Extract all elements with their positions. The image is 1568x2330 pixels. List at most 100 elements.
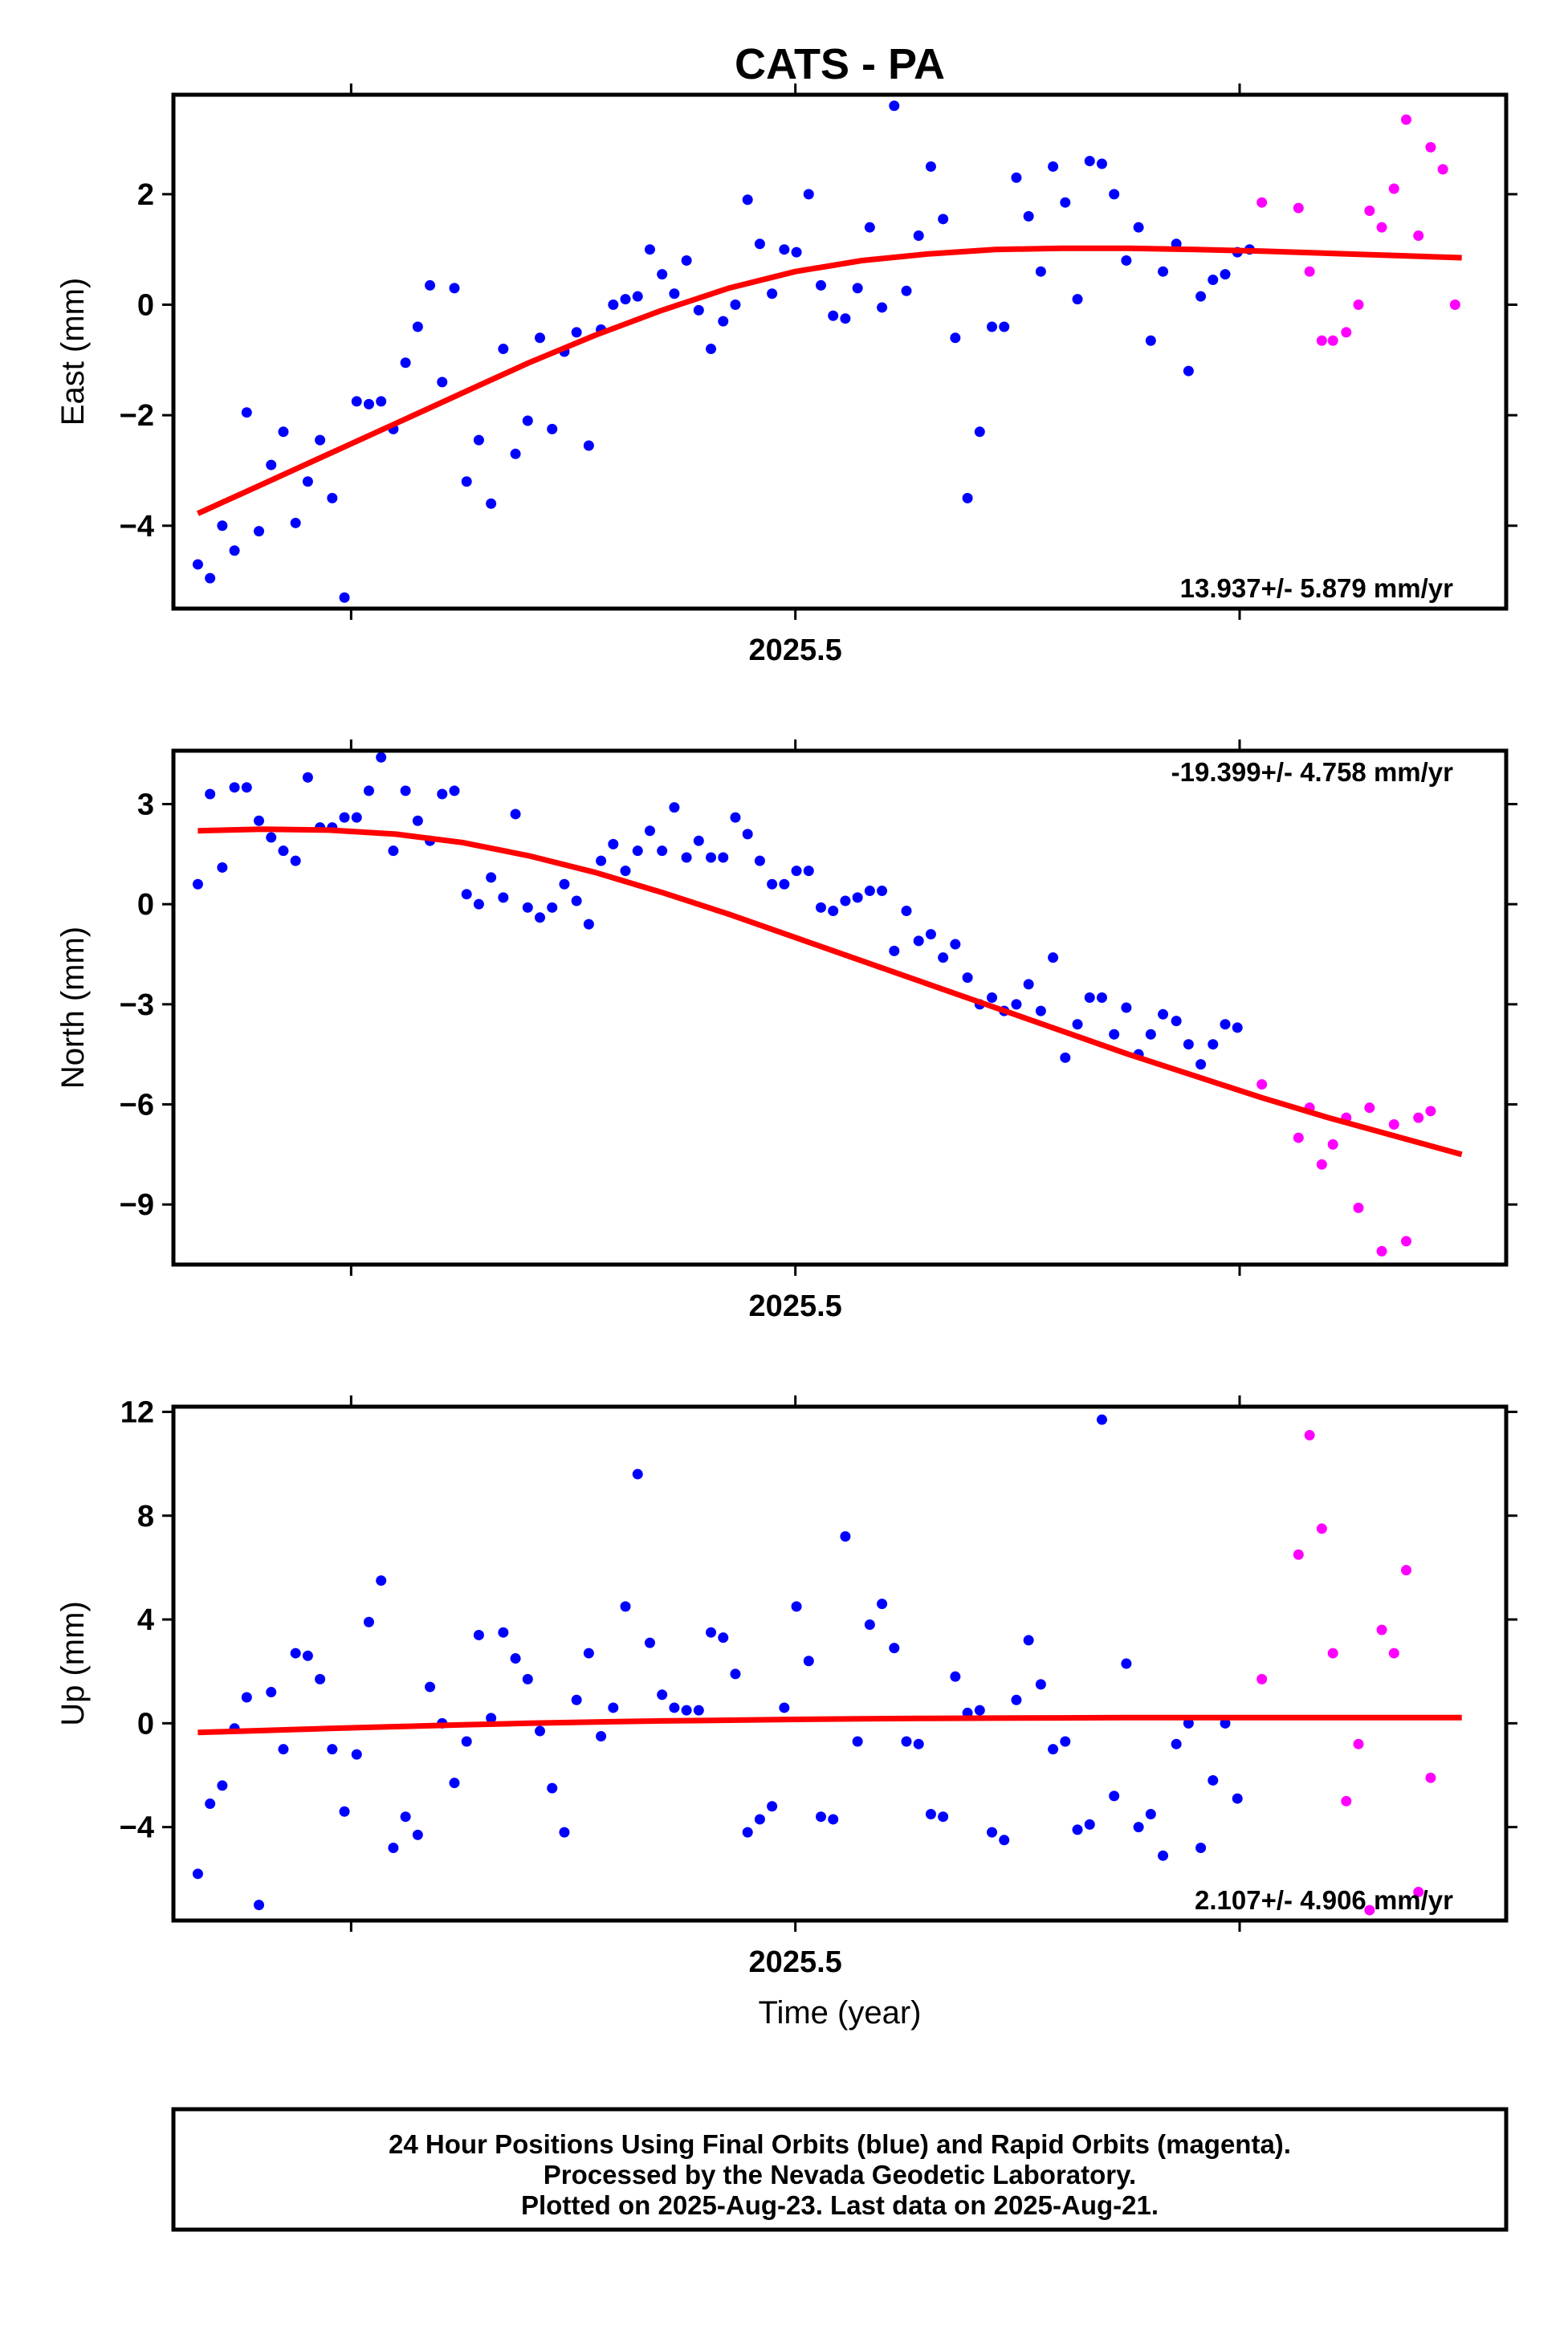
final-orbit-point [1035, 266, 1046, 277]
final-orbit-point [1084, 992, 1095, 1004]
final-orbit-point [644, 244, 655, 255]
final-orbit-point [1158, 266, 1169, 277]
final-orbit-point [1208, 275, 1219, 286]
final-orbit-point [400, 785, 411, 796]
final-orbit-point [779, 878, 790, 890]
final-orbit-point [1232, 1793, 1243, 1804]
final-orbit-point [1109, 1790, 1120, 1802]
x-tick-label: 2025.5 [749, 1945, 842, 1979]
final-orbit-point [1072, 1824, 1083, 1835]
final-orbit-point [1011, 1694, 1022, 1705]
final-orbit-point [1232, 1022, 1243, 1033]
final-orbit-point [767, 878, 778, 890]
rapid-orbit-point [1401, 1565, 1411, 1576]
final-orbit-point [388, 1842, 399, 1853]
y-tick-label: −4 [120, 510, 154, 544]
final-orbit-point [999, 321, 1010, 332]
rapid-orbit-point [1293, 202, 1304, 214]
rapid-orbit-point [1341, 327, 1352, 338]
rapid-orbit-point [1293, 1132, 1304, 1143]
final-orbit-point [339, 812, 350, 823]
final-orbit-point [449, 1778, 460, 1789]
final-orbit-point [632, 845, 643, 857]
final-orbit-point [278, 845, 289, 857]
final-orbit-point [620, 294, 631, 305]
final-orbit-point [620, 866, 631, 877]
final-orbit-point [938, 1811, 949, 1823]
y-tick-label: 8 [137, 1500, 154, 1534]
y-tick-label: −6 [120, 1089, 154, 1122]
final-orbit-point [889, 100, 900, 112]
final-orbit-point [449, 283, 460, 294]
final-orbit-point [425, 1681, 436, 1693]
final-orbit-point [1208, 1039, 1219, 1050]
final-orbit-point [901, 1736, 912, 1747]
final-orbit-point [1133, 222, 1144, 233]
final-orbit-point [535, 1725, 545, 1737]
final-orbit-point [925, 1808, 936, 1819]
final-orbit-point [693, 304, 704, 316]
final-orbit-point [241, 1692, 252, 1703]
final-orbit-point [693, 835, 704, 846]
rapid-orbit-point [1388, 1118, 1399, 1130]
rapid-orbit-point [1316, 1523, 1327, 1534]
final-orbit-point [302, 476, 313, 487]
rapid-orbit-point [1327, 335, 1338, 346]
final-orbit-point [510, 1653, 521, 1664]
final-orbit-point [706, 852, 717, 863]
final-orbit-point [669, 288, 680, 299]
trend-fit-line [198, 826, 1463, 1158]
final-orbit-point [852, 1736, 863, 1747]
final-orbit-point [254, 526, 265, 537]
final-orbit-point [400, 1811, 411, 1823]
final-orbit-point [767, 1801, 778, 1812]
velocity-rate-label: 13.937+/- 5.879 mm/yr [1180, 573, 1453, 603]
final-orbit-point [412, 321, 423, 332]
final-orbit-point [718, 1632, 729, 1644]
final-orbit-point [522, 902, 533, 913]
y-tick-label: 0 [137, 888, 154, 922]
footer-line-1: 24 Hour Positions Using Final Orbits (bl… [389, 2129, 1291, 2159]
final-orbit-point [486, 1713, 497, 1724]
final-orbit-point [889, 1643, 900, 1654]
final-orbit-point [864, 886, 875, 897]
final-orbit-point [632, 1468, 643, 1480]
final-orbit-point [1208, 1774, 1219, 1786]
y-tick-label: 2 [137, 178, 154, 212]
final-orbit-point [754, 855, 765, 866]
final-orbit-point [962, 492, 973, 503]
final-orbit-point [1096, 992, 1107, 1004]
final-orbit-point [449, 785, 460, 796]
final-orbit-point [706, 344, 717, 355]
x-tick-label: 2025.5 [749, 633, 842, 667]
final-orbit-point [1023, 1635, 1034, 1646]
final-orbit-point [1060, 1052, 1071, 1063]
final-orbit-point [852, 892, 863, 903]
final-orbit-point [1133, 1822, 1144, 1833]
final-orbit-point [535, 912, 545, 923]
y-axis-label: East (mm) [55, 278, 91, 426]
rapid-orbit-point [1413, 230, 1424, 241]
final-orbit-point [657, 845, 668, 857]
rapid-orbit-point [1256, 1673, 1268, 1684]
rapid-orbit-point [1401, 1236, 1411, 1247]
rapid-orbit-point [1256, 1079, 1268, 1090]
final-orbit-point [229, 782, 240, 793]
final-orbit-point [327, 492, 338, 503]
final-orbit-point [950, 332, 961, 344]
final-orbit-point [1060, 197, 1071, 208]
final-orbit-point [547, 423, 558, 434]
final-orbit-point [498, 1627, 509, 1638]
final-orbit-point [1145, 1808, 1156, 1819]
final-orbit-point [987, 992, 998, 1004]
final-orbit-point [1121, 1002, 1132, 1013]
rapid-orbit-point [1353, 299, 1364, 311]
final-orbit-point [657, 1689, 668, 1701]
rapid-orbit-point [1376, 222, 1387, 233]
final-orbit-point [999, 1835, 1010, 1846]
final-orbit-point [1048, 1744, 1059, 1755]
final-orbit-point [217, 520, 228, 532]
final-orbit-point [412, 815, 423, 826]
x-axis-label: Time (year) [759, 1995, 922, 2031]
final-orbit-point [412, 1829, 423, 1840]
